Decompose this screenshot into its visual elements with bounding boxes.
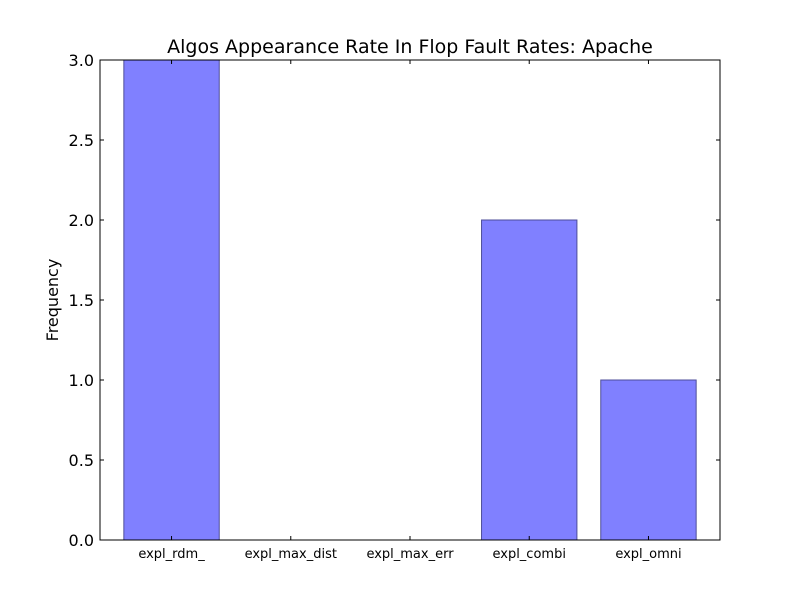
x-tick-label: expl_max_dist xyxy=(245,547,337,562)
y-tick-label: 1.5 xyxy=(69,291,94,310)
bars-group xyxy=(123,59,697,541)
plot-frame xyxy=(99,59,721,541)
y-tick-label: 2.5 xyxy=(69,131,94,150)
x-tick-label: expl_max_err xyxy=(366,547,454,562)
y-tick-label: 0.5 xyxy=(69,451,94,470)
bar-expl-rdm xyxy=(123,59,220,541)
x-tick-label: expl_omni xyxy=(615,547,681,562)
y-tick-label: 1.0 xyxy=(69,371,94,390)
y-axis-label: Frequency xyxy=(43,259,62,342)
y-tick-label: 3.0 xyxy=(69,51,94,70)
y-tick-label: 0.0 xyxy=(69,531,94,550)
chart-title: Algos Appearance Rate In Flop Fault Rate… xyxy=(167,36,653,58)
x-ticks-group: expl_rdm_ expl_max_dist expl_max_err expl_c… xyxy=(138,60,682,562)
bar-expl-combi xyxy=(481,219,578,541)
bar-expl-omni xyxy=(600,379,697,541)
x-tick-label: expl_rdm_ xyxy=(138,547,205,562)
x-tick-label: expl_combi xyxy=(492,547,565,562)
y-tick-label: 2.0 xyxy=(69,211,94,230)
